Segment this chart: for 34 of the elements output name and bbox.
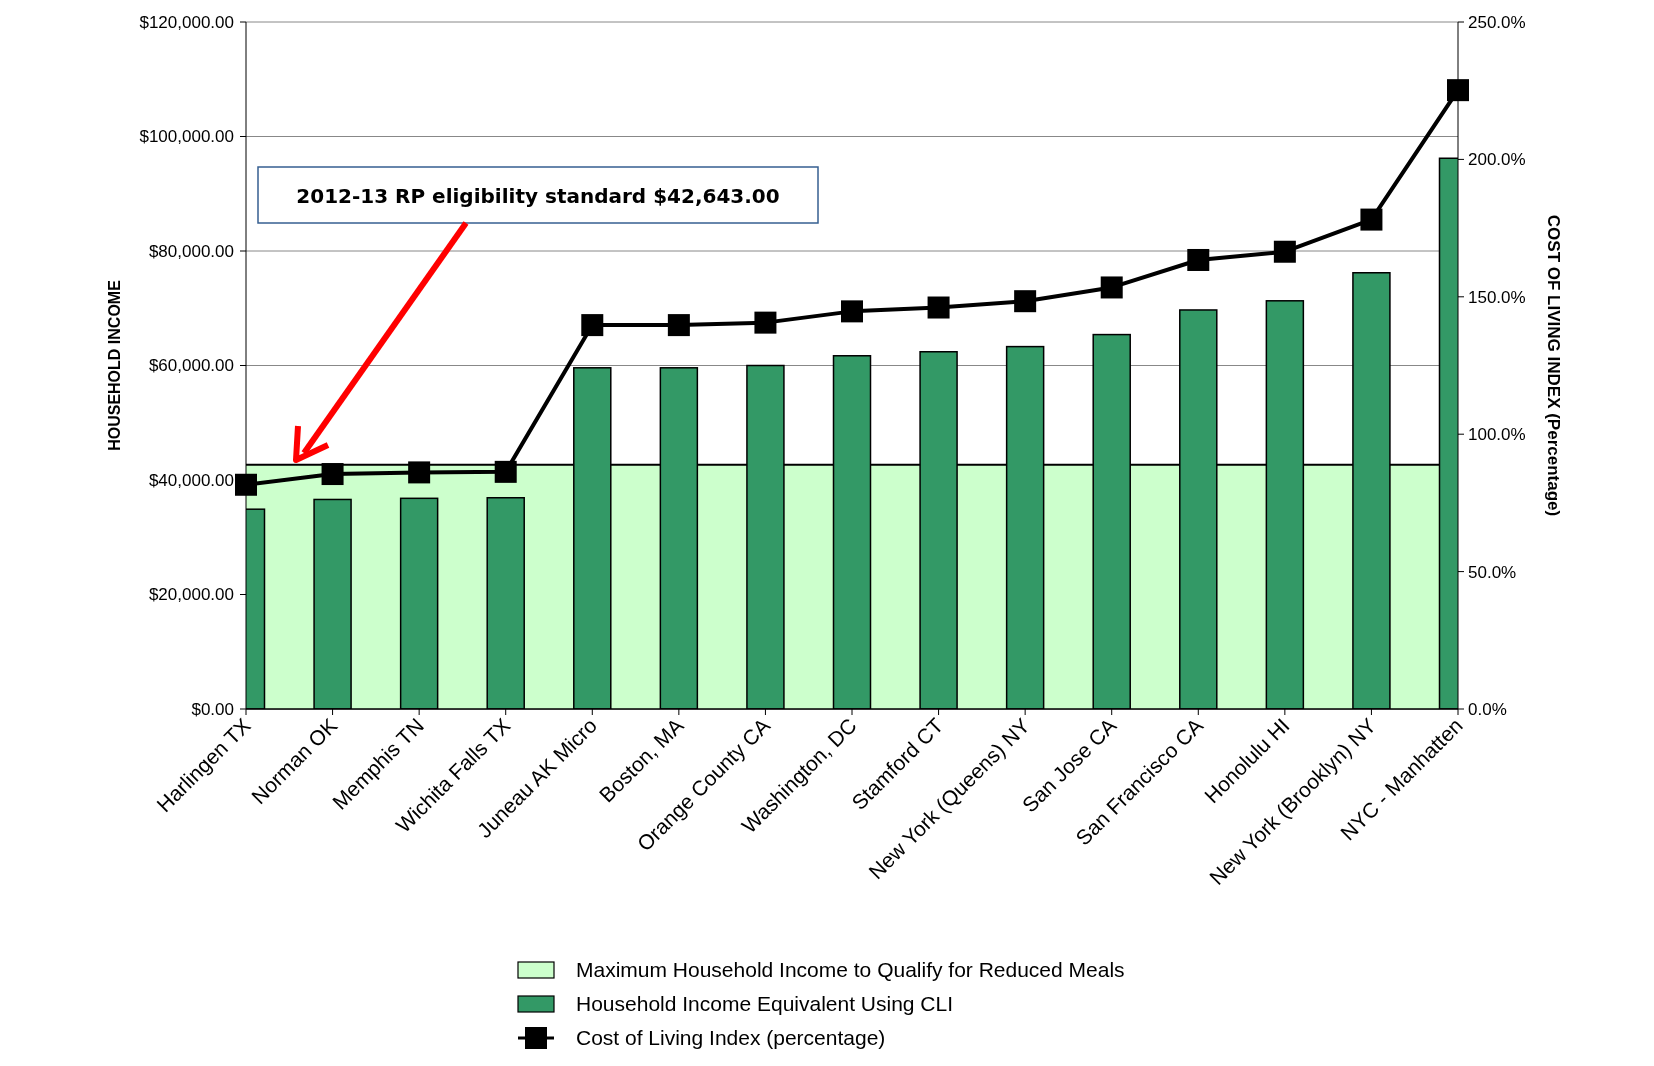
point (581, 314, 604, 337)
point (494, 460, 517, 483)
y2-tick-label: 50.0% (1468, 562, 1517, 582)
point (1360, 208, 1383, 231)
legend-label: Maximum Household Income to Qualify for Reduced Meals (576, 958, 1125, 982)
y2-tick-label: 0.0% (1468, 699, 1507, 719)
point (1447, 79, 1469, 102)
y-tick-label: $20,000.00 (148, 585, 234, 605)
y-tick-label: $100,000.00 (139, 127, 234, 147)
point (1187, 248, 1210, 271)
y-tick-label: $40,000.00 (148, 470, 234, 490)
annotation: 2012-13 RP eligibility standard $42,643.00 (296, 184, 780, 208)
y-axis-title: HOUSEHOLD INCOME (106, 279, 123, 451)
legend-label: Household Income Equivalent Using CLI (576, 992, 954, 1016)
point (321, 463, 344, 486)
y-tick-label: $60,000.00 (148, 356, 234, 376)
point (927, 296, 950, 319)
point (408, 461, 431, 484)
point (754, 311, 777, 334)
y-tick-label: $0.00 (191, 699, 234, 719)
point (1273, 240, 1296, 263)
point (235, 473, 257, 496)
y-tick-label: $120,000.00 (139, 12, 234, 32)
legend-label: Cost of Living Index (percentage) (576, 1026, 886, 1050)
y2-tick-label: 150.0% (1468, 287, 1526, 307)
point (1014, 290, 1037, 313)
point (841, 300, 863, 323)
y2-tick-label: 100.0% (1468, 425, 1526, 445)
y2-tick-label: 200.0% (1468, 150, 1526, 170)
y2-axis-title: COST OF LIVING INDEX (Percentage) (1544, 214, 1563, 517)
point (667, 314, 690, 337)
point (1100, 276, 1123, 299)
y-tick-label: $80,000.00 (148, 241, 234, 261)
y2-tick-label: 250.0% (1468, 12, 1526, 32)
